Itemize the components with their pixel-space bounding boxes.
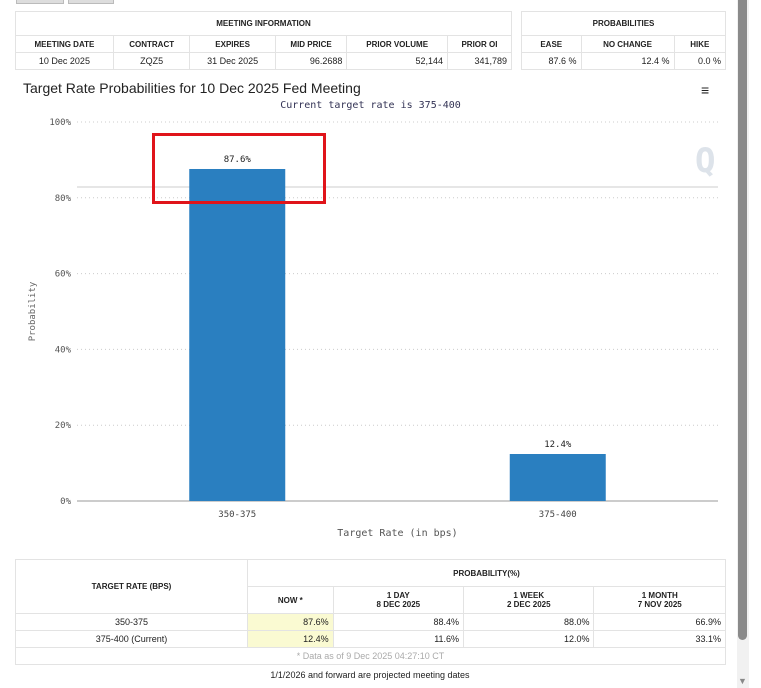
chart-title: Target Rate Probabilities for 10 Dec 202… [23,80,361,96]
y-tick-label: 60% [55,270,72,280]
probability-table: TARGET RATE (BPS) PROBABILITY(%) NOW * 1 … [15,559,726,665]
probabilities-header: PROBABILITIES [521,11,726,36]
watermark-logo: Q [695,141,715,181]
meeting-info-header: MEETING INFORMATION [15,11,512,36]
chart-plot: 0% 20% 40% 60% 80% 100% Q 87.6% 350-375 12.4% 375-… [28,118,718,539]
col-label: 1 MONTH [641,591,678,600]
highlight-box [152,133,326,204]
prob-cell: 11.6% [332,630,465,648]
x-tick-label: 350-375 [218,510,256,520]
probability-cell: 12.4 % [580,52,675,70]
bar [509,454,606,501]
top-button-1[interactable] [16,0,64,4]
bar [189,168,286,501]
prob-cell: 12.4% [247,630,334,648]
meeting-col-header: MEETING DATE [15,35,114,53]
y-axis-label: Probability [28,281,38,341]
x-axis-label: Target Rate (in bps) [337,528,457,539]
table-row: 350-375 87.6% 88.4% 88.0% 66.9% [15,613,726,631]
table-row: 375-400 (Current) 12.4% 11.6% 12.0% 33.1% [15,630,726,648]
prob-cell: 88.4% [332,613,465,631]
probability-col-header: HIKE [673,35,727,53]
meeting-cell: ZQZ5 [112,52,191,70]
prob-cell: 33.1% [593,630,726,648]
meeting-col-header: CONTRACT [112,35,191,53]
y-tick-label: 100% [49,118,71,128]
col-label: NOW * [277,595,303,605]
meeting-col-header: MID PRICE [274,35,348,53]
probability-header: PROBABILITY(%) [247,559,726,587]
meeting-col-header: PRIOR OI [446,35,513,53]
prob-col-header: NOW * [247,586,334,614]
prob-cell: 66.9% [593,613,726,631]
rate-cell: 350-375 [15,613,248,631]
prob-cell: 12.0% [463,630,595,648]
meeting-col-header: PRIOR VOLUME [346,35,448,53]
col-label: 1 WEEK [513,591,545,600]
meeting-cell: 31 Dec 2025 [189,52,276,70]
chart-menu-icon[interactable]: ≡ [701,82,710,98]
y-tick-label: 40% [55,345,72,355]
prob-col-header: 1 MONTH 7 NOV 2025 [593,586,726,614]
probability-col-header: NO CHANGE [580,35,675,53]
y-tick-label: 80% [55,194,72,204]
col-label: 1 DAY [386,591,410,600]
scrollbar[interactable]: ▼ [737,0,749,688]
rate-cell: 375-400 (Current) [15,630,248,648]
prob-cell: 87.6% [247,613,334,631]
top-button-2[interactable] [68,0,114,4]
probability-cell: 87.6 % [521,52,582,70]
col-date: 8 DEC 2025 [376,600,421,609]
meeting-cell: 52,144 [346,52,448,70]
data-timestamp-note: * Data as of 9 Dec 2025 04:27:10 CT [15,647,726,665]
meeting-cell: 10 Dec 2025 [15,52,114,70]
meeting-col-header: EXPIRES [189,35,276,53]
x-tick-label: 375-400 [539,510,577,520]
footer-note: 1/1/2026 and forward are projected meeti… [270,670,470,680]
probabilities-table: PROBABILITIES EASE NO CHANGE HIKE 87.6 % 12.… [521,11,727,70]
chart-container: Target Rate Probabilities for 10 Dec 202… [15,75,726,550]
chart-subtitle: Current target rate is 375-400 [280,100,461,111]
meeting-cell: 341,789 [446,52,513,70]
meeting-cell: 96.2688 [274,52,348,70]
probability-col-header: EASE [521,35,582,53]
y-tick-label: 20% [55,421,72,431]
scroll-down-arrow-icon[interactable]: ▼ [738,676,747,686]
data-label: 12.4% [544,440,572,450]
meeting-info-table: MEETING INFORMATION MEETING DATE CONTRACT… [15,11,513,70]
prob-cell: 88.0% [463,613,595,631]
scrollbar-thumb[interactable] [738,0,747,640]
prob-col-header: 1 DAY 8 DEC 2025 [332,586,465,614]
data-label: 87.6% [224,155,252,165]
col-date: 7 NOV 2025 [637,600,682,609]
prob-col-header: 1 WEEK 2 DEC 2025 [463,586,595,614]
y-tick-label: 0% [60,497,71,507]
target-rate-header: TARGET RATE (BPS) [15,559,248,614]
probability-cell: 0.0 % [673,52,727,70]
col-date: 2 DEC 2025 [506,600,551,609]
